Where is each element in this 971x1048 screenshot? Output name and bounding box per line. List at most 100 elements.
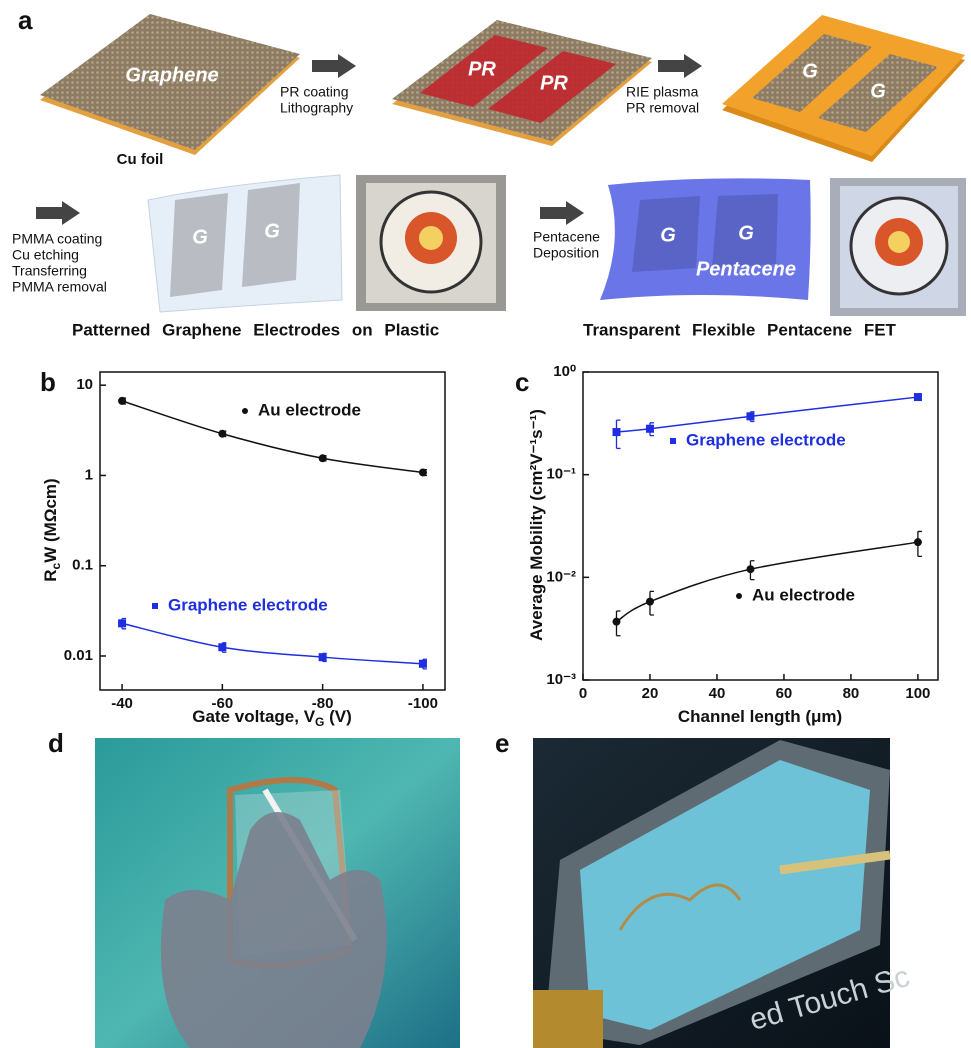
y-tick-label: 10⁻³	[546, 671, 576, 688]
plot-frame	[582, 371, 939, 681]
point	[746, 412, 755, 421]
point	[218, 429, 227, 438]
photo: ed Touch Sc	[533, 738, 913, 1048]
arrow	[36, 201, 80, 225]
y-tick-label: 0.1	[72, 557, 93, 574]
photo	[95, 738, 460, 1048]
point	[913, 393, 922, 402]
sheet-label: Graphene	[125, 64, 218, 86]
y-tick-label: 10⁰	[553, 363, 576, 380]
point	[318, 454, 327, 463]
g-label: G	[660, 224, 676, 246]
legend-entry: Graphene electrode	[686, 430, 846, 449]
y-axis-label-part: R	[41, 569, 60, 581]
step-label: RIE plasma	[626, 84, 699, 100]
g-label: G	[802, 60, 818, 82]
sheet-label: Cu foil	[117, 151, 164, 168]
legend-marker	[152, 603, 158, 609]
arrow	[658, 54, 702, 78]
y-tick-label: 10⁻²	[546, 568, 576, 585]
pentacene-layer	[600, 178, 811, 300]
plot-frame	[99, 371, 446, 691]
point	[913, 538, 922, 547]
graphene-sheet	[40, 14, 300, 150]
caption: Transparent Flexible Pentacene FET	[583, 320, 897, 339]
x-axis-label-part: G	[315, 715, 324, 729]
fit-line	[616, 396, 918, 433]
step-label: Deposition	[533, 245, 599, 261]
g-label: G	[192, 226, 208, 248]
fit-line	[616, 541, 919, 623]
point	[218, 643, 227, 652]
y-tick-label: 0.01	[64, 647, 93, 664]
point	[612, 617, 621, 626]
pr-label: PR	[468, 58, 496, 80]
x-tick-label: 40	[709, 685, 726, 702]
arrow	[540, 201, 584, 225]
point	[418, 659, 427, 668]
graphene-electrode	[170, 193, 228, 297]
x-tick-label: 60	[776, 685, 793, 702]
point	[645, 424, 654, 433]
legend-entry: Au electrode	[752, 585, 855, 604]
panel-label: e	[495, 728, 509, 758]
cu-foil	[722, 15, 965, 156]
y-tick-label: 10⁻¹	[546, 466, 576, 483]
legend-marker	[670, 438, 676, 444]
step-label: PMMA coating	[12, 231, 102, 247]
graphene-electrode	[752, 34, 872, 112]
graphene-sheet	[392, 20, 652, 141]
x-axis-label-part: Channel length (μm)	[678, 707, 842, 726]
x-axis-label: Channel length (μm)	[678, 707, 842, 726]
photo	[830, 178, 966, 316]
legend-marker	[736, 593, 742, 599]
x-tick-label: 0	[579, 685, 587, 702]
step-label: PR removal	[626, 100, 699, 116]
panel-label: b	[40, 367, 56, 397]
point	[418, 468, 427, 477]
graphene-electrode	[632, 196, 700, 272]
x-axis-label: Gate voltage, VG (V)	[192, 707, 352, 729]
step-label: Cu etching	[12, 247, 79, 263]
y-tick-label: 1	[85, 466, 93, 483]
point	[118, 619, 127, 628]
x-tick-label: 80	[843, 685, 860, 702]
step-label: Lithography	[280, 100, 353, 116]
x-tick-label: 100	[905, 685, 930, 702]
point	[746, 565, 755, 574]
graphene-electrode	[712, 194, 778, 268]
point	[318, 653, 327, 662]
panel-label: c	[515, 367, 529, 397]
point	[612, 428, 621, 437]
photo	[356, 175, 506, 311]
step-label: PR coating	[280, 84, 348, 100]
y-axis-label-part: Average Mobility (cm²V⁻¹s⁻¹)	[527, 409, 546, 641]
x-axis-label-part: Gate voltage, V	[192, 707, 315, 726]
pentacene-label: Pentacene	[696, 258, 796, 280]
pr-label: PR	[540, 72, 568, 94]
y-axis-label: RcW (MΩcm)	[41, 478, 63, 581]
g-label: G	[870, 80, 886, 102]
photoresist	[488, 51, 616, 123]
x-tick-label: 20	[642, 685, 659, 702]
x-tick-label: -80	[312, 695, 334, 712]
legend-entry: Graphene electrode	[168, 595, 328, 614]
panel-label: a	[18, 5, 33, 35]
fit-line	[121, 400, 424, 474]
graphene-electrode	[818, 54, 938, 132]
graphene-electrode	[242, 183, 300, 287]
legend-marker	[242, 408, 248, 414]
x-tick-label: -100	[408, 695, 438, 712]
x-axis-label-part: (V)	[324, 707, 351, 726]
point	[118, 396, 127, 405]
arrow	[312, 54, 356, 78]
g-label: G	[264, 220, 280, 242]
step-label: Transferring	[12, 263, 87, 279]
caption: Patterned Graphene Electrodes on Plastic	[72, 320, 439, 339]
g-label: G	[738, 222, 754, 244]
x-tick-label: -40	[111, 695, 133, 712]
x-tick-label: -60	[212, 695, 234, 712]
